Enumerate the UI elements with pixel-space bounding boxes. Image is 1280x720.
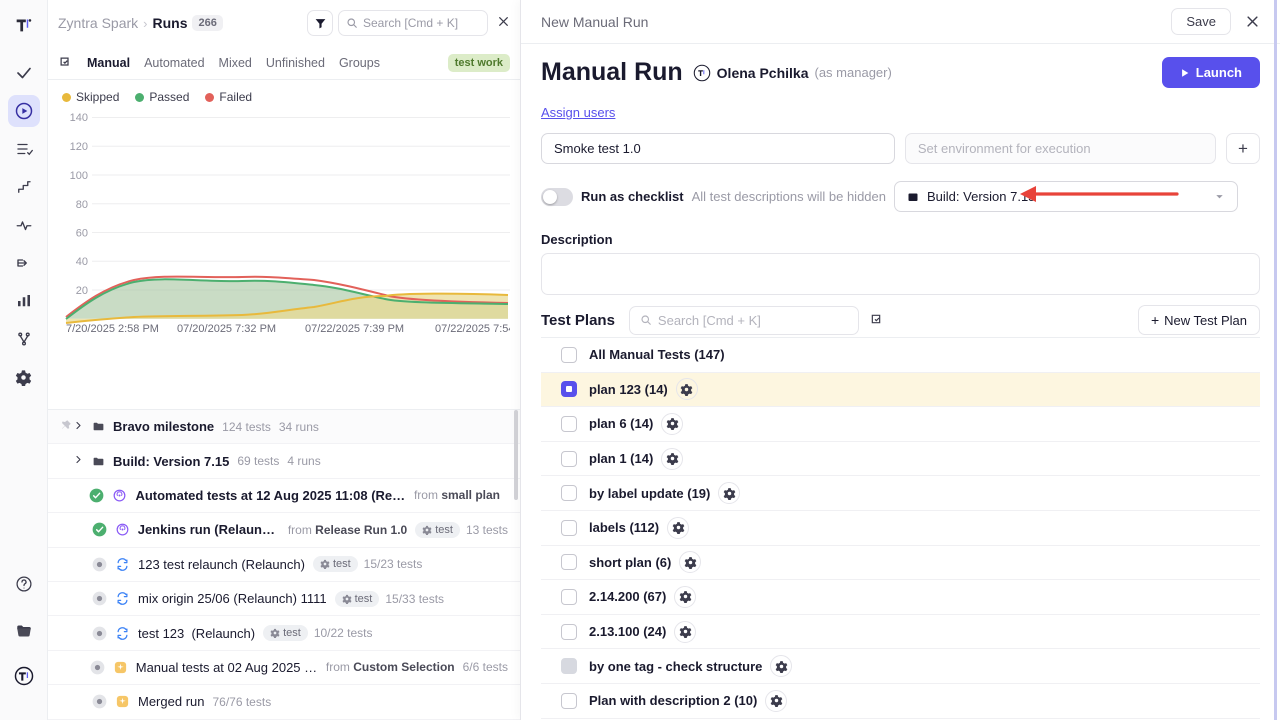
svg-text:07/20/2025 7:32 PM: 07/20/2025 7:32 PM [177,323,276,335]
svg-text:40: 40 [76,256,88,268]
svg-text:7/20/2025 2:58 PM: 7/20/2025 2:58 PM [66,323,159,335]
svg-text:20: 20 [76,285,88,297]
svg-text:120: 120 [70,141,88,153]
svg-text:60: 60 [76,228,88,240]
svg-text:140: 140 [70,112,88,124]
svg-text:80: 80 [76,199,88,211]
svg-text:07/22/2025 7:54 P: 07/22/2025 7:54 P [435,323,510,335]
svg-text:07/22/2025 7:39 PM: 07/22/2025 7:39 PM [305,323,404,335]
svg-text:100: 100 [70,170,88,182]
